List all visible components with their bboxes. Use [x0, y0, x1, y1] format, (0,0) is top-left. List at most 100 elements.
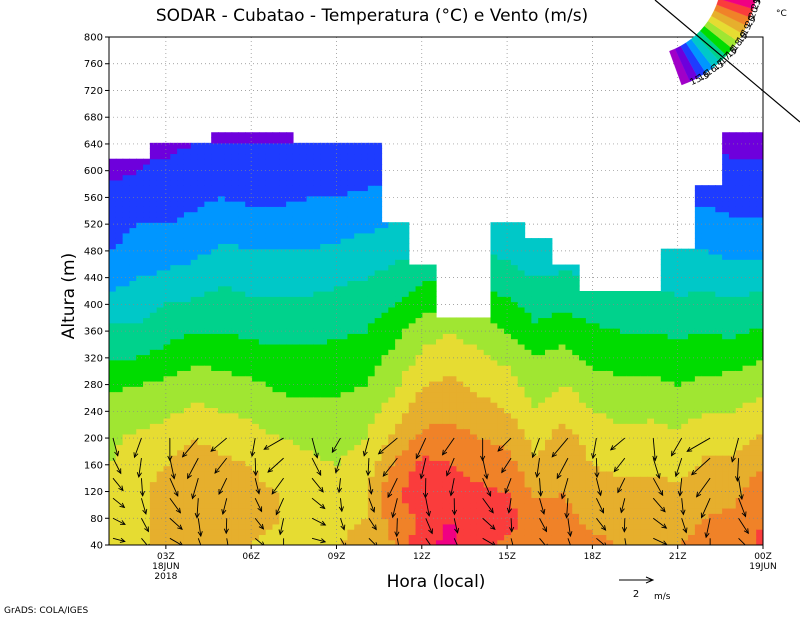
- temperature-cell: [109, 238, 117, 244]
- temperature-cell: [422, 380, 430, 387]
- temperature-cell: [599, 407, 607, 414]
- temperature-cell: [497, 317, 505, 324]
- temperature-cell: [456, 428, 464, 435]
- temperature-cell: [183, 338, 192, 345]
- temperature-cell: [306, 476, 314, 483]
- temperature-cell: [470, 492, 478, 498]
- temperature-cell: [456, 386, 464, 393]
- temperature-cell: [115, 227, 124, 234]
- temperature-cell: [606, 370, 614, 377]
- temperature-cell: [619, 423, 628, 430]
- temperature-cell: [374, 492, 383, 498]
- temperature-cell: [292, 343, 301, 350]
- temperature-cell: [279, 322, 287, 329]
- temperature-cell: [429, 328, 437, 334]
- temperature-cell: [299, 497, 308, 504]
- temperature-cell: [143, 158, 151, 165]
- temperature-cell: [272, 232, 280, 239]
- temperature-cell: [395, 428, 403, 435]
- temperature-cell: [190, 359, 199, 366]
- temperature-cell: [333, 317, 342, 324]
- temperature-cell: [258, 370, 267, 377]
- temperature-cell: [197, 333, 205, 340]
- temperature-cell: [347, 248, 355, 255]
- temperature-cell: [354, 179, 362, 186]
- temperature-cell: [388, 391, 396, 398]
- temperature-cell: [470, 386, 478, 393]
- temperature-cell: [585, 423, 594, 430]
- temperature-cell: [395, 222, 403, 229]
- temperature-cell: [592, 354, 601, 361]
- temperature-cell: [170, 407, 178, 414]
- temperature-cell: [109, 269, 117, 276]
- temperature-cell: [510, 444, 519, 451]
- temperature-cell: [367, 460, 376, 467]
- temperature-cell: [565, 492, 573, 498]
- temperature-cell: [306, 185, 314, 192]
- temperature-cell: [136, 291, 144, 297]
- temperature-cell: [333, 243, 342, 250]
- temperature-cell: [415, 539, 423, 545]
- temperature-cell: [143, 227, 151, 234]
- temperature-cell: [306, 497, 314, 504]
- temperature-cell: [279, 285, 287, 292]
- temperature-cell: [292, 328, 301, 334]
- temperature-cell: [381, 476, 389, 483]
- temperature-cell: [224, 132, 233, 139]
- temperature-cell: [286, 238, 294, 244]
- temperature-cell: [292, 502, 301, 509]
- temperature-cell: [238, 264, 246, 271]
- temperature-cell: [320, 296, 328, 303]
- temperature-cell: [211, 418, 219, 424]
- temperature-cell: [551, 518, 560, 525]
- temperature-cell: [517, 349, 526, 356]
- temperature-cell: [354, 354, 362, 361]
- temperature-cell: [265, 534, 274, 541]
- temperature-cell: [497, 380, 505, 387]
- temperature-cell: [143, 195, 151, 202]
- temperature-cell: [340, 296, 349, 303]
- temperature-cell: [558, 523, 567, 530]
- temperature-cell: [395, 238, 403, 244]
- temperature-cell: [149, 296, 158, 303]
- temperature-cell: [395, 439, 403, 446]
- temperature-cell: [245, 137, 253, 144]
- temperature-cell: [408, 423, 417, 430]
- temperature-cell: [122, 455, 131, 461]
- temperature-cell: [218, 169, 226, 176]
- temperature-cell: [436, 412, 444, 419]
- temperature-cell: [347, 174, 355, 181]
- temperature-cell: [361, 211, 369, 218]
- temperature-cell: [408, 354, 417, 361]
- temperature-cell: [190, 418, 199, 424]
- temperature-cell: [197, 428, 205, 435]
- temperature-cell: [143, 497, 151, 504]
- temperature-cell: [211, 296, 219, 303]
- temperature-cell: [374, 306, 383, 313]
- temperature-cell: [183, 523, 192, 530]
- temperature-cell: [265, 269, 274, 276]
- temperature-cell: [436, 502, 444, 509]
- temperature-cell: [354, 476, 362, 483]
- temperature-cell: [190, 158, 199, 165]
- temperature-cell: [510, 507, 519, 514]
- temperature-cell: [490, 264, 498, 271]
- temperature-cell: [436, 396, 444, 403]
- temperature-cell: [408, 486, 417, 493]
- temperature-cell: [545, 269, 553, 276]
- temperature-cell: [156, 195, 165, 202]
- temperature-cell: [517, 338, 526, 345]
- temperature-cell: [143, 312, 151, 319]
- temperature-cell: [136, 502, 144, 509]
- temperature-cell: [354, 243, 362, 250]
- temperature-cell: [504, 275, 512, 282]
- temperature-cell: [374, 465, 383, 472]
- temperature-cell: [306, 444, 314, 451]
- temperature-cell: [143, 190, 151, 197]
- temperature-cell: [129, 211, 137, 218]
- temperature-cell: [456, 407, 464, 414]
- temperature-cell: [327, 280, 335, 287]
- temperature-cell: [504, 455, 512, 461]
- temperature-cell: [626, 375, 635, 382]
- temperature-cell: [340, 169, 349, 176]
